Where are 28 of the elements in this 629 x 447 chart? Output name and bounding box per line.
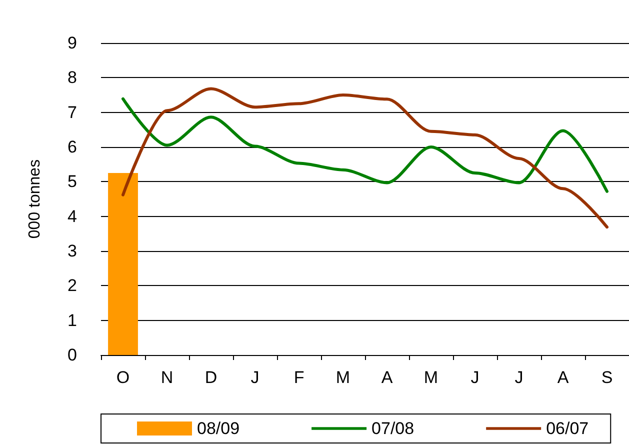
x-tick-label: A [557,368,570,387]
y-tick-label: 1 [68,310,77,330]
y-tick-label: 6 [68,138,77,156]
y-tick-label: 4 [68,206,77,226]
y-tick-label: 9 [68,34,77,52]
y-tick-label: 0 [68,346,77,364]
x-tick-label: M [336,368,350,387]
x-tick-label: M [424,368,438,387]
line-series [122,97,608,193]
legend-label: 07/08 [372,419,414,438]
x-tick-label: J [470,368,480,387]
y-tick-label: 3 [68,242,77,260]
x-tick-label: J [250,368,260,387]
y-tick-label: 7 [68,102,77,122]
x-tick-label: S [601,368,613,387]
x-tick-label: J [514,368,524,387]
legend-label: 08/09 [197,419,240,438]
legend-label: 06/07 [546,419,589,438]
y-tick-label: 5 [68,172,77,192]
y-axis-title: 000 tonnes [26,159,44,239]
x-tick-label: A [381,368,394,387]
x-tick-label: O [116,368,130,387]
x-tick-label: F [294,368,304,387]
x-tick-label: N [160,368,174,387]
x-tick-label: D [204,368,218,387]
y-tick-label: 2 [68,276,77,296]
line-series [122,87,608,229]
y-tick-label: 8 [68,68,77,88]
